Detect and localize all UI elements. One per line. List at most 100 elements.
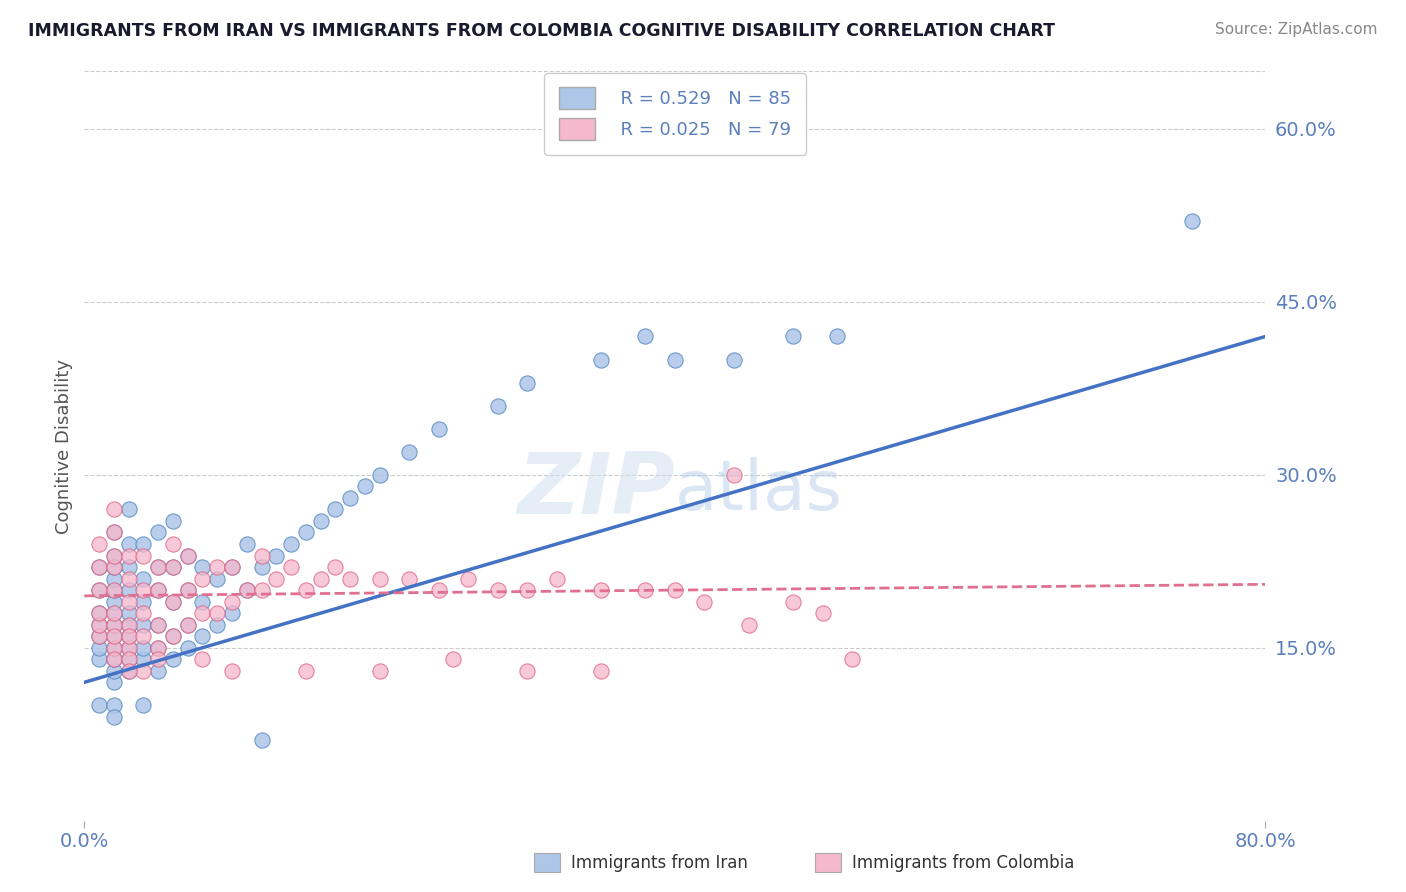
Point <box>103 640 125 655</box>
Point <box>87 606 111 620</box>
Point <box>103 652 125 666</box>
Point <box>103 640 125 655</box>
Point <box>827 329 849 343</box>
Point <box>266 572 288 586</box>
Point <box>148 652 170 666</box>
Point <box>118 664 141 678</box>
Point <box>103 675 125 690</box>
Point <box>309 572 332 586</box>
Point <box>103 594 125 608</box>
Point <box>132 640 155 655</box>
Point <box>148 525 170 540</box>
Point <box>295 583 318 598</box>
Point <box>103 629 125 643</box>
Point <box>295 525 318 540</box>
Point <box>177 640 200 655</box>
Point <box>250 733 273 747</box>
Point <box>368 572 391 586</box>
Point <box>325 560 347 574</box>
Point <box>443 652 465 666</box>
Point <box>162 594 184 608</box>
Point <box>177 583 200 598</box>
Point <box>221 560 243 574</box>
Point <box>118 572 141 586</box>
Point <box>118 560 141 574</box>
Point <box>221 606 243 620</box>
Point <box>221 560 243 574</box>
Point <box>118 652 141 666</box>
Point <box>191 606 214 620</box>
Point <box>457 572 479 586</box>
Point <box>664 583 686 598</box>
Point <box>221 594 243 608</box>
Point <box>591 583 613 598</box>
Point <box>87 629 111 643</box>
Point <box>162 594 184 608</box>
Point <box>250 583 273 598</box>
Point <box>118 617 141 632</box>
Point <box>634 329 657 343</box>
Point <box>250 560 273 574</box>
Point <box>118 594 141 608</box>
Point <box>162 629 184 643</box>
Point <box>132 594 155 608</box>
Point <box>148 640 170 655</box>
Point <box>162 514 184 528</box>
Point <box>87 617 111 632</box>
Point <box>782 329 804 343</box>
Point <box>103 606 125 620</box>
Point <box>236 537 259 551</box>
Point <box>103 549 125 563</box>
Point <box>280 537 302 551</box>
Point <box>191 560 214 574</box>
Point <box>354 479 377 493</box>
Text: Immigrants from Colombia: Immigrants from Colombia <box>852 854 1074 871</box>
Point <box>132 664 155 678</box>
Point <box>782 594 804 608</box>
Point <box>177 617 200 632</box>
Point <box>87 560 111 574</box>
Point <box>398 572 420 586</box>
Point <box>177 549 200 563</box>
Point <box>132 606 155 620</box>
Point <box>634 583 657 598</box>
Point <box>132 572 155 586</box>
Point <box>427 422 450 436</box>
Text: IMMIGRANTS FROM IRAN VS IMMIGRANTS FROM COLOMBIA COGNITIVE DISABILITY CORRELATIO: IMMIGRANTS FROM IRAN VS IMMIGRANTS FROM … <box>28 22 1054 40</box>
Point <box>87 640 111 655</box>
Point <box>207 560 229 574</box>
Point <box>103 664 125 678</box>
Point <box>207 606 229 620</box>
Point <box>591 352 613 367</box>
Point <box>177 583 200 598</box>
Point <box>103 698 125 713</box>
Y-axis label: Cognitive Disability: Cognitive Disability <box>55 359 73 533</box>
Point <box>191 629 214 643</box>
Point <box>309 514 332 528</box>
Point <box>148 560 170 574</box>
Point <box>103 583 125 598</box>
Point <box>103 652 125 666</box>
Point <box>87 537 111 551</box>
Point <box>118 652 141 666</box>
Point <box>87 629 111 643</box>
Text: Immigrants from Iran: Immigrants from Iran <box>571 854 748 871</box>
Point <box>103 606 125 620</box>
Point <box>118 537 141 551</box>
Point <box>103 710 125 724</box>
Point <box>250 549 273 563</box>
Point <box>191 594 214 608</box>
Point <box>118 502 141 516</box>
Point <box>207 617 229 632</box>
Point <box>177 549 200 563</box>
Point <box>87 583 111 598</box>
Point <box>148 560 170 574</box>
Point <box>103 572 125 586</box>
Point <box>295 664 318 678</box>
Point <box>811 606 834 620</box>
Point <box>132 583 155 598</box>
Point <box>546 572 568 586</box>
Point <box>132 617 155 632</box>
Point <box>664 352 686 367</box>
Point <box>236 583 259 598</box>
